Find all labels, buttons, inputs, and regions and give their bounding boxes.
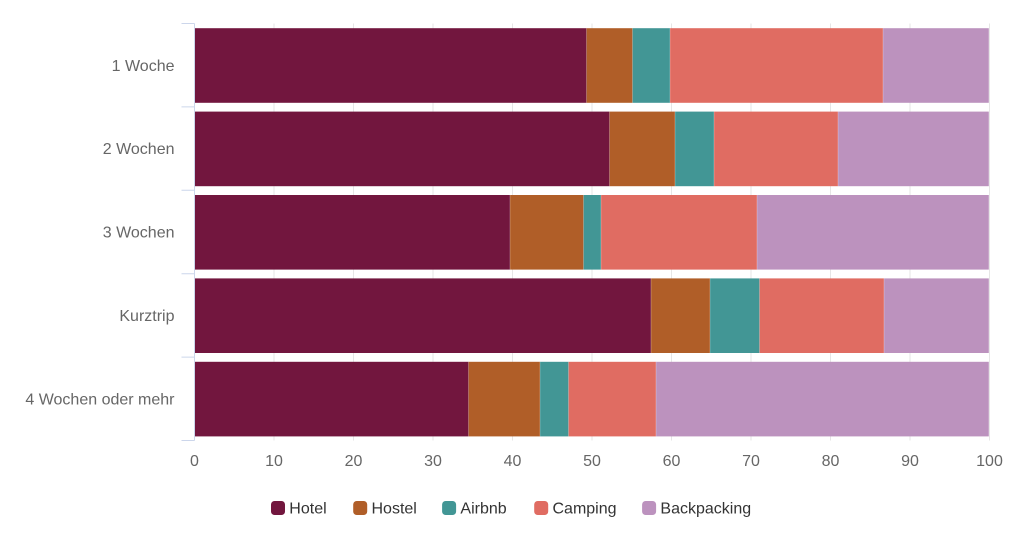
svg-text:0: 0	[190, 453, 199, 470]
svg-text:10: 10	[265, 453, 283, 470]
svg-text:Airbnb: Airbnb	[460, 501, 506, 518]
svg-text:70: 70	[742, 453, 760, 470]
svg-text:Hostel: Hostel	[372, 501, 417, 518]
svg-text:Camping: Camping	[553, 501, 617, 518]
svg-text:90: 90	[901, 453, 919, 470]
svg-text:Backpacking: Backpacking	[660, 501, 751, 518]
svg-text:50: 50	[583, 453, 601, 470]
svg-text:4 Wochen oder mehr: 4 Wochen oder mehr	[25, 391, 175, 408]
svg-text:20: 20	[345, 453, 363, 470]
svg-text:2 Wochen: 2 Wochen	[103, 141, 175, 158]
svg-text:30: 30	[424, 453, 442, 470]
svg-text:3 Wochen: 3 Wochen	[103, 225, 175, 242]
svg-text:Hotel: Hotel	[289, 501, 326, 518]
svg-text:60: 60	[663, 453, 681, 470]
svg-text:40: 40	[504, 453, 522, 470]
svg-text:1 Woche: 1 Woche	[112, 58, 175, 75]
svg-text:80: 80	[822, 453, 840, 470]
svg-text:Kurztrip: Kurztrip	[119, 308, 174, 325]
svg-text:100: 100	[976, 453, 1003, 470]
